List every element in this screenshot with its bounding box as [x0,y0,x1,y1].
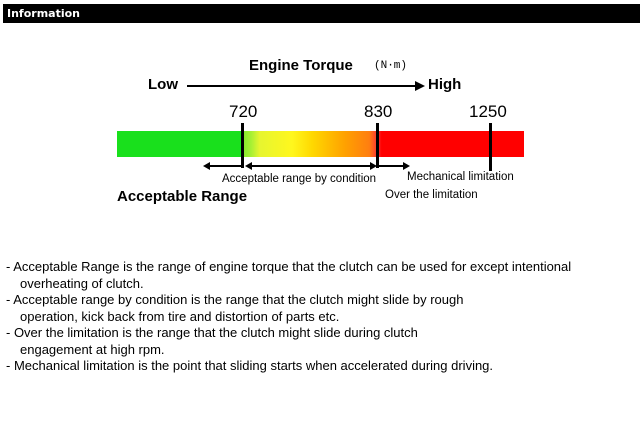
torque-gradient-bar [117,131,524,157]
tick-1250: 1250 [469,102,507,121]
marker-720 [241,123,244,168]
tick-720: 720 [229,102,258,121]
note-item: - Acceptable range by condition is the r… [6,292,464,324]
note-item: - Over the limitation is the range that … [6,325,418,357]
mechanical-limitation-label: Mechanical limitation [407,171,514,183]
acceptable-range-label: Acceptable Range [117,188,248,205]
acceptable-by-condition-label: Acceptable range by condition [222,173,377,185]
marker-1250 [489,123,492,171]
note-item: - Acceptable Range is the range of engin… [6,259,572,291]
over-limitation-label: Over the limitation [385,189,478,201]
information-header: Information [3,4,640,23]
low-high-arrow-line [187,85,417,87]
arrow-head-icon [415,81,425,91]
note-item: - Mechanical limitation is the point tha… [6,358,494,373]
marker-830 [376,123,379,168]
high-label: High [428,76,462,93]
low-label: Low [148,76,178,93]
diagram-title: Engine Torque [249,57,353,74]
notes-list: - Acceptable Range is the range of engin… [6,259,640,375]
header-title: Information [7,7,80,20]
range-arrows [203,162,410,170]
diagram-unit: (N·m) [374,60,408,72]
tick-830: 830 [364,102,393,121]
